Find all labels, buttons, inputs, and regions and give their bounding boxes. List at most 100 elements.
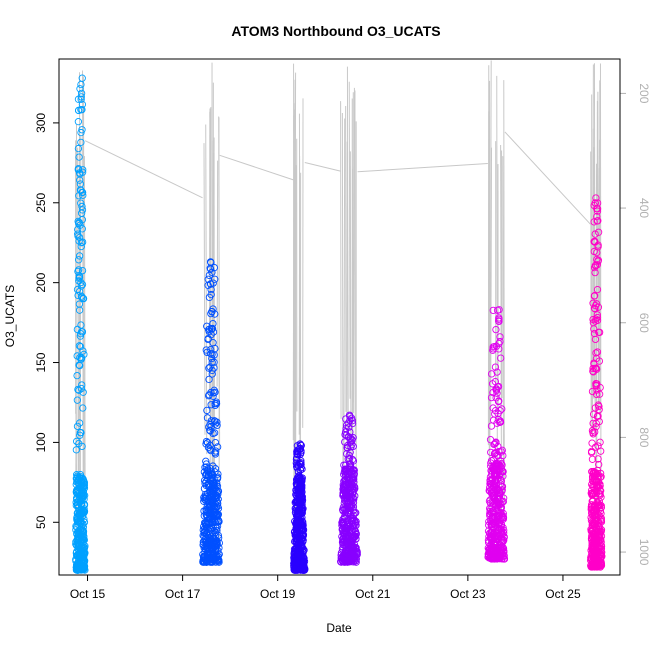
data-point: [347, 546, 355, 555]
data-point: [80, 532, 88, 540]
data-point: [205, 271, 213, 280]
data-point: [73, 523, 81, 531]
data-point: [77, 199, 85, 207]
data-point: [343, 450, 351, 458]
data-point: [205, 481, 213, 489]
data-point: [346, 536, 355, 544]
data-point: [292, 476, 301, 484]
x-tick-label: Oct 25: [545, 587, 581, 601]
data-point: [592, 562, 601, 571]
data-point: [75, 550, 83, 558]
data-point: [75, 218, 83, 226]
data-point: [595, 328, 603, 336]
data-point: [74, 165, 83, 173]
data-point: [78, 475, 87, 483]
data-point: [293, 510, 302, 519]
data-point: [340, 461, 348, 469]
data-point: [597, 559, 605, 567]
data-point: [488, 549, 496, 557]
data-point: [73, 530, 81, 538]
data-point: [487, 393, 496, 402]
pressure-line: [489, 60, 492, 382]
data-point: [206, 264, 214, 272]
data-point: [76, 221, 84, 229]
pressure-transit-line: [504, 131, 591, 225]
data-point: [491, 449, 499, 457]
data-point: [593, 348, 602, 356]
data-point: [78, 100, 87, 109]
data-point: [496, 490, 504, 498]
data-point: [490, 472, 498, 481]
data-point: [352, 535, 360, 543]
data-point: [78, 266, 87, 275]
data-point: [349, 488, 357, 497]
data-point: [346, 448, 354, 456]
data-point: [72, 488, 81, 497]
data-point: [74, 538, 82, 547]
data-point: [208, 324, 217, 333]
data-point: [592, 194, 600, 202]
data-point: [491, 517, 499, 525]
data-point: [489, 404, 497, 412]
data-point: [349, 514, 357, 522]
data-point: [79, 347, 87, 355]
data-point: [589, 364, 597, 373]
data-point: [590, 329, 599, 338]
data-point: [290, 561, 298, 570]
pressure-line: [352, 168, 354, 403]
y2-tick-label: 200: [637, 83, 650, 103]
data-point: [76, 180, 85, 188]
data-point: [295, 495, 303, 503]
data-point: [76, 431, 84, 439]
data-point: [349, 457, 358, 465]
data-point: [291, 557, 300, 566]
data-point: [494, 526, 503, 535]
x-axis-label: Date: [326, 621, 352, 635]
data-point: [214, 473, 222, 481]
data-point: [593, 521, 601, 530]
data-point: [590, 237, 598, 246]
data-point: [341, 430, 349, 439]
data-point: [498, 461, 506, 469]
data-point: [72, 557, 80, 565]
data-point: [347, 537, 355, 545]
data-point: [487, 535, 495, 543]
data-point: [74, 475, 82, 484]
data-point: [344, 444, 352, 452]
data-point: [208, 354, 216, 363]
data-point: [347, 526, 355, 534]
y-tick-label: 50: [34, 515, 48, 529]
data-point: [214, 470, 222, 478]
data-point: [214, 502, 222, 511]
data-point: [594, 510, 602, 518]
data-point: [596, 438, 604, 446]
data-point: [75, 272, 83, 280]
data-point: [79, 404, 87, 412]
data-point: [203, 529, 211, 537]
data-point: [296, 566, 305, 574]
data-point: [489, 509, 498, 517]
data-point: [73, 437, 81, 446]
data-point: [75, 153, 83, 161]
data-point: [210, 386, 218, 394]
data-point: [77, 384, 86, 393]
data-point: [77, 209, 86, 217]
data-point: [77, 242, 85, 251]
data-point: [342, 461, 350, 469]
data-point: [591, 443, 600, 451]
data-point: [201, 548, 209, 556]
data-point: [75, 342, 84, 350]
data-point: [589, 315, 597, 324]
data-point: [492, 385, 500, 393]
data-point: [292, 486, 300, 494]
pressure-transit-line: [357, 163, 488, 173]
data-point: [293, 520, 302, 529]
data-point: [591, 428, 599, 436]
data-point: [486, 499, 495, 507]
data-point: [590, 263, 599, 272]
data-point: [213, 538, 221, 546]
data-point: [211, 484, 219, 493]
data-point: [73, 396, 82, 404]
data-point: [293, 502, 302, 511]
y-tick-label: 300: [34, 113, 48, 133]
